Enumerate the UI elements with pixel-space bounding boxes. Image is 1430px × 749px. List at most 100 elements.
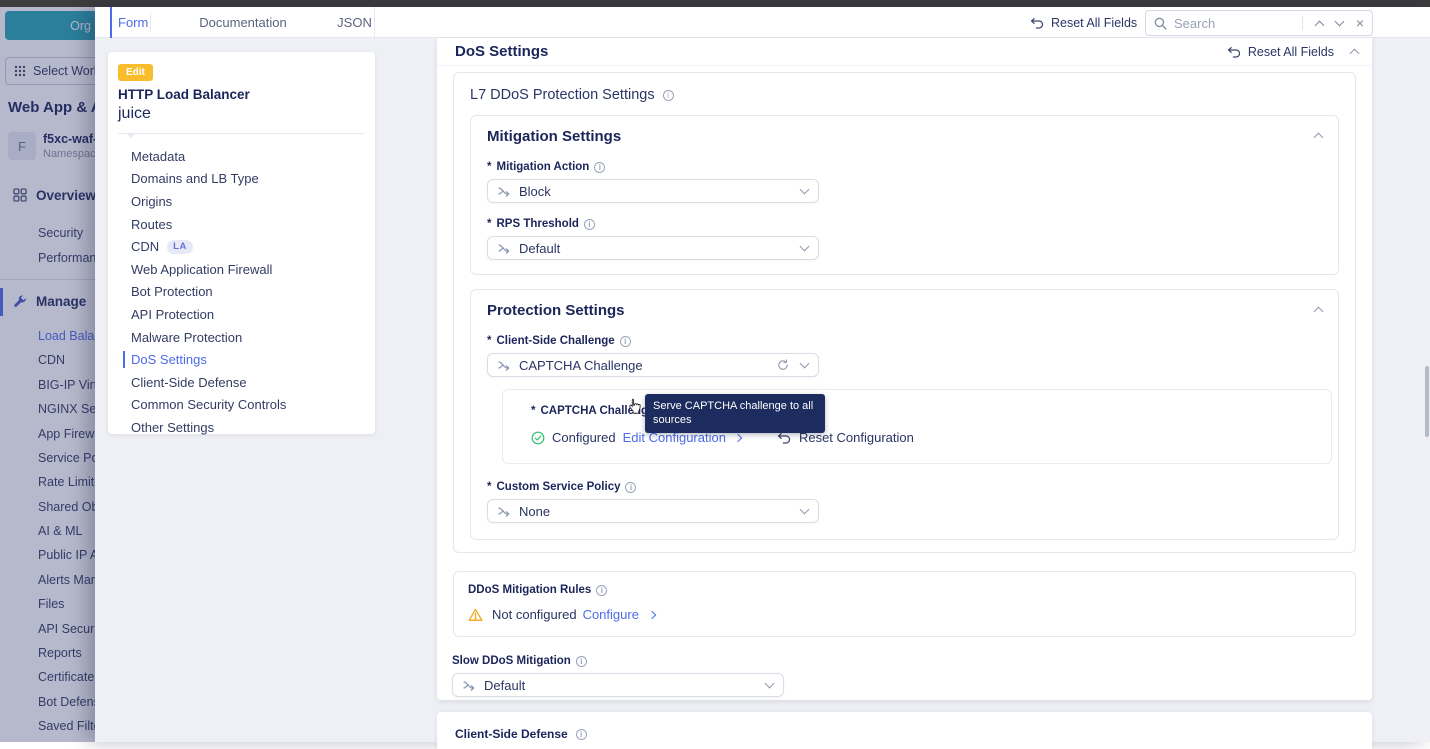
- info-icon[interactable]: i: [576, 729, 587, 740]
- oneof-branch-icon: [498, 359, 511, 371]
- rules-status: Not configured: [492, 607, 577, 622]
- form-nav-malware-protection[interactable]: Malware Protection: [118, 326, 375, 349]
- close-icon[interactable]: ×: [1356, 16, 1364, 30]
- slow-ddos-label: Slow DDoS Mitigation i: [452, 654, 1356, 668]
- form-nav-domains[interactable]: Domains and LB Type: [118, 168, 375, 191]
- reset-icon: [777, 432, 791, 444]
- drawer-header: Form Documentation JSON Reset All Fields: [95, 7, 1430, 38]
- client-side-challenge-select[interactable]: CAPTCHA Challenge: [487, 353, 819, 377]
- captcha-challenge-box: * CAPTCHA Challenge Serve CAPTCHA challe…: [502, 389, 1332, 464]
- field-label-text: DDoS Mitigation Rules: [468, 584, 591, 596]
- chevron-right-icon: [648, 610, 656, 618]
- slow-ddos-select[interactable]: Default: [452, 673, 784, 697]
- nav-item-label: API Protection: [131, 307, 214, 322]
- form-nav-common-security[interactable]: Common Security Controls: [118, 394, 375, 417]
- dos-settings-panel: DoS Settings Reset All Fields L7 DDoS Pr…: [437, 38, 1372, 700]
- tab-label: Form: [118, 15, 148, 30]
- reset-all-label: Reset All Fields: [1248, 45, 1334, 59]
- select-value: Block: [519, 184, 793, 199]
- check-circle-icon: [531, 431, 545, 445]
- nav-item-label: Web Application Firewall: [131, 262, 272, 277]
- info-icon[interactable]: i: [594, 162, 605, 173]
- info-icon[interactable]: i: [584, 219, 595, 230]
- reset-all-fields-button[interactable]: Reset All Fields: [1030, 7, 1137, 38]
- search-input[interactable]: [1174, 16, 1302, 31]
- select-value: Default: [519, 241, 793, 256]
- form-nav-client-side-defense[interactable]: Client-Side Defense: [118, 371, 375, 394]
- l7-ddos-card: L7 DDoS Protection Settings i Mitigation…: [453, 72, 1356, 553]
- form-nav-dos-settings[interactable]: DoS Settings: [118, 348, 375, 371]
- chevron-down-icon: [765, 679, 775, 689]
- info-icon[interactable]: i: [663, 90, 674, 101]
- nav-item-label: Common Security Controls: [131, 397, 286, 412]
- nav-item-label: Bot Protection: [131, 284, 213, 299]
- oneof-branch-icon: [498, 505, 511, 517]
- scrollbar-thumb[interactable]: [1425, 366, 1429, 437]
- nav-item-label: Malware Protection: [131, 330, 242, 345]
- nav-item-label: DoS Settings: [131, 352, 207, 367]
- edit-badge: Edit: [118, 64, 153, 81]
- reset-icon: [1030, 17, 1044, 29]
- section-reset-all-button[interactable]: Reset All Fields: [1227, 45, 1334, 59]
- required-marker: *: [531, 405, 535, 417]
- edit-drawer: Form Documentation JSON Reset All Fields: [95, 7, 1430, 742]
- nav-item-label: Client-Side Defense: [131, 375, 247, 390]
- section-title: DoS Settings: [455, 43, 548, 60]
- ddos-mitigation-rules-label: DDoS Mitigation Rules i: [468, 584, 1341, 596]
- tab-form[interactable]: Form: [110, 7, 150, 38]
- form-nav-other-settings[interactable]: Other Settings: [118, 416, 375, 439]
- select-value: Default: [484, 678, 758, 693]
- select-value: None: [519, 504, 793, 519]
- tab-documentation[interactable]: Documentation: [151, 7, 335, 38]
- search-icon: [1154, 17, 1167, 30]
- hand-cursor-icon: [627, 398, 642, 415]
- nav-item-label: Origins: [131, 194, 172, 209]
- modal-backdrop[interactable]: [0, 7, 95, 742]
- object-name: juice: [118, 105, 375, 123]
- rps-threshold-select[interactable]: Default: [487, 236, 819, 260]
- oneof-branch-icon: [498, 185, 511, 197]
- warning-triangle-icon: [468, 608, 483, 622]
- info-icon[interactable]: i: [620, 336, 631, 347]
- l7-card-title: L7 DDoS Protection Settings: [470, 87, 655, 103]
- form-nav-origins[interactable]: Origins: [118, 190, 375, 213]
- chevron-down-icon: [800, 242, 810, 252]
- form-nav-panel: Edit HTTP Load Balancer juice Metadata D…: [108, 52, 375, 434]
- client-side-defense-panel: Client-Side Defense i: [437, 712, 1372, 749]
- client-side-defense-title: Client-Side Defense: [455, 727, 568, 741]
- la-badge: LA: [167, 240, 193, 254]
- form-nav-api-protection[interactable]: API Protection: [118, 303, 375, 326]
- nav-item-label: Other Settings: [131, 420, 214, 435]
- mitigation-settings-card: Mitigation Settings * Mitigation Action …: [470, 115, 1339, 275]
- protection-settings-title: Protection Settings: [487, 302, 1322, 320]
- info-icon[interactable]: i: [625, 482, 636, 493]
- configure-link[interactable]: Configure: [583, 607, 639, 622]
- custom-service-policy-select[interactable]: None: [487, 499, 819, 523]
- nav-item-label: CDN: [131, 239, 159, 254]
- form-nav-waf[interactable]: Web Application Firewall: [118, 258, 375, 281]
- form-nav-cdn[interactable]: CDN LA: [118, 235, 375, 258]
- chevron-up-icon[interactable]: [1350, 49, 1360, 59]
- browser-top-strip: [0, 0, 1430, 7]
- form-nav-bot-protection[interactable]: Bot Protection: [118, 281, 375, 304]
- info-icon[interactable]: i: [576, 656, 587, 667]
- mitigation-action-select[interactable]: Block: [487, 179, 819, 203]
- nav-item-label: Routes: [131, 217, 172, 232]
- form-nav-routes[interactable]: Routes: [118, 213, 375, 236]
- refresh-icon[interactable]: [777, 359, 789, 371]
- info-icon[interactable]: i: [596, 585, 607, 596]
- reset-all-label: Reset All Fields: [1051, 16, 1137, 30]
- tab-label: Documentation: [199, 15, 286, 30]
- field-label-text: Mitigation Action: [496, 161, 589, 173]
- chevron-up-icon[interactable]: [1314, 20, 1324, 30]
- tooltip: Serve CAPTCHA challenge to all sources: [645, 394, 825, 433]
- chevron-down-icon[interactable]: [1334, 16, 1344, 26]
- oneof-branch-icon: [498, 242, 511, 254]
- ddos-mitigation-rules-card: DDoS Mitigation Rules i Not configured C…: [453, 571, 1356, 637]
- mitigation-settings-title: Mitigation Settings: [487, 128, 1322, 146]
- nav-item-label: Metadata: [131, 149, 185, 164]
- protection-settings-card: Protection Settings * Client-Side Challe…: [470, 289, 1339, 540]
- form-nav-metadata[interactable]: Metadata: [118, 145, 375, 168]
- tab-json[interactable]: JSON: [335, 7, 374, 38]
